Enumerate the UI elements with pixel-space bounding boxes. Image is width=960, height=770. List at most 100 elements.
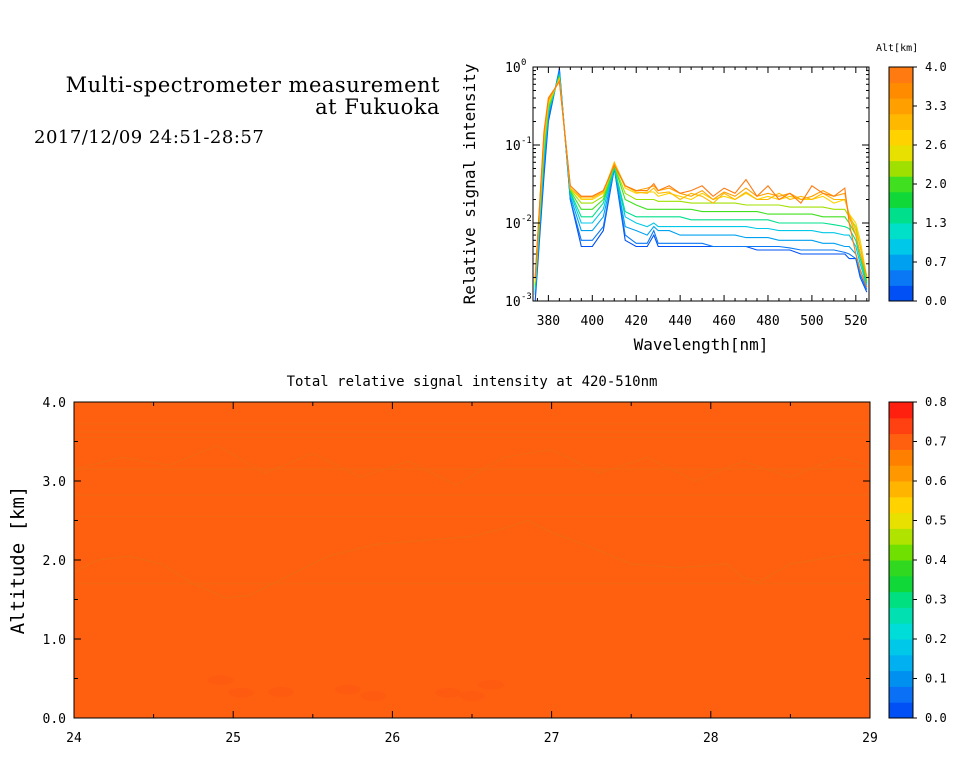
- heatmap-colorbar-cell-5: [889, 623, 913, 640]
- heatmap-colorbar-cell-18: [889, 417, 913, 435]
- spectrum-colorbar-cell-9: [889, 145, 913, 162]
- spectrum-line-5: [534, 76, 868, 286]
- heatmap-patch-4: [360, 690, 387, 701]
- spectrum-ytick-label-1: 10 -2: [505, 214, 532, 232]
- spectrum-colorbar-cell-6: [889, 191, 913, 208]
- spectrum-colorbar-cell-14: [889, 67, 913, 84]
- spectrum-colorbar-cell-3: [889, 238, 913, 255]
- heatmap-colorbar-tick-label-0: 0.8: [925, 395, 947, 409]
- spectrum-ytick-base: 10: [505, 295, 521, 310]
- spectrum-colorbar-cell-1: [889, 269, 913, 286]
- heatmap-ytick-label-4: 4.0: [43, 396, 66, 411]
- heatmap-colorbar-cell-7: [889, 591, 913, 608]
- heatmap-colorbar-cell-12: [889, 512, 913, 529]
- spectrum-xtick-label-2: 420: [624, 314, 647, 329]
- spectrum-xtick-label-3: 440: [668, 314, 691, 329]
- heatmap-colorbar-cell-9: [889, 560, 913, 577]
- spectrum-frame: [532, 66, 870, 302]
- spectrum-colorbar-tick-label-4: 1.3: [925, 216, 947, 230]
- heatmap-contour-lower: [74, 519, 870, 599]
- heatmap-colorbar-cell-4: [889, 639, 913, 656]
- spectrum-xtick-label-5: 480: [756, 314, 779, 329]
- spectrum-ytick-exp: -2: [521, 214, 532, 224]
- heatmap-xtick-label-0: 24: [66, 731, 82, 746]
- heatmap-ytick-label-3: 3.0: [43, 475, 66, 490]
- heatmap-patch-6: [459, 690, 485, 701]
- heatmap-fill: [74, 402, 870, 718]
- heatmap-colorbar-tick-label-2: 0.6: [925, 474, 947, 488]
- spectrum-colorbar-cell-2: [889, 254, 913, 271]
- spectrum-y-axis-label: Relative signal intensity: [460, 63, 479, 304]
- spectrum-xtick-label-1: 400: [581, 314, 604, 329]
- heatmap-patch-0: [207, 675, 234, 686]
- heatmap-title: Total relative signal intensity at 420-5…: [287, 374, 658, 390]
- heatmap-colorbar-cell-2: [889, 670, 913, 687]
- spectrum-colorbar-tick-label-6: 0.0: [925, 294, 947, 308]
- spectrum-xtick-label-7: 520: [844, 314, 867, 329]
- heatmap-colorbar-cell-8: [889, 575, 913, 593]
- spectrum-x-axis-label: Wavelength[nm]: [634, 335, 769, 354]
- spectrum-colorbar-title: Alt[km]: [876, 43, 918, 54]
- heatmap-xtick-label-5: 29: [862, 731, 878, 746]
- spectrum-line-6: [534, 77, 868, 284]
- heatmap-xtick-label-2: 26: [385, 731, 401, 746]
- heatmap-colorbar-cell-17: [889, 433, 913, 450]
- spectrum-xtick-label-4: 460: [712, 314, 735, 329]
- heatmap-colorbar-cell-15: [889, 465, 913, 482]
- heatmap-xtick-label-3: 27: [544, 731, 560, 746]
- spectrum-line-8: [534, 78, 868, 280]
- spectrum-colorbar-cell-10: [889, 129, 913, 146]
- page-subtitle: 2017/12/09 24:51-28:57: [34, 127, 265, 148]
- spectrum-ytick-exp: -1: [521, 136, 532, 146]
- spectrum-colorbar-cell-11: [889, 113, 913, 130]
- spectrum-line-4: [534, 75, 868, 288]
- heatmap-colorbar-tick-label-7: 0.1: [925, 672, 947, 686]
- heatmap-patch-5: [435, 687, 462, 698]
- spectrum-ytick-base: 10: [505, 139, 521, 154]
- spectrum-line-10: [534, 80, 868, 288]
- spectrum-colorbar-cell-8: [889, 160, 913, 177]
- spectrum-line-0: [534, 68, 868, 301]
- spectrum-ytick-label-3: 10 0: [505, 58, 526, 76]
- spectrum-series-group: [534, 68, 868, 301]
- spectrum-colorbar-cell-13: [889, 82, 913, 99]
- heatmap-colorbar-tick-label-4: 0.4: [925, 553, 947, 567]
- heatmap-colorbar-tick-label-5: 0.3: [925, 593, 947, 607]
- spectrum-colorbar-tick-label-3: 2.0: [925, 177, 947, 191]
- heatmap-colorbar-cell-13: [889, 496, 913, 514]
- spectrum-ytick-exp: 0: [521, 58, 526, 68]
- title-line-1: Multi-spectrometer measurement: [65, 73, 440, 97]
- spectrum-line-2: [534, 72, 868, 293]
- heatmap-colorbar-tick-label-3: 0.5: [925, 514, 947, 528]
- spectrum-colorbar-tick-label-2: 2.6: [925, 138, 947, 152]
- spectrum-ytick-exp: -3: [521, 292, 532, 302]
- spectrum-ytick-label-0: 10 -3: [505, 292, 532, 310]
- heatmap-xtick-label-4: 28: [703, 731, 719, 746]
- spectrum-colorbar-cell-12: [889, 98, 913, 115]
- heatmap-y-axis-label: Altitude [km]: [7, 486, 29, 635]
- spectrum-line-7: [534, 77, 868, 282]
- heatmap-patch-3: [334, 684, 361, 695]
- spectrum-colorbar-tick-label-0: 4.0: [925, 60, 947, 74]
- heatmap-colorbar-cell-0: [889, 702, 913, 719]
- heatmap-patch-2: [267, 686, 294, 697]
- spectrum-ytick-label-2: 10 -1: [505, 136, 532, 154]
- spectrum-xtick-label-0: 380: [537, 314, 560, 329]
- spectrum-colorbar-cell-0: [889, 285, 913, 302]
- heatmap-contour-upper: [74, 444, 870, 486]
- heatmap-xtick-label-1: 25: [225, 731, 241, 746]
- spectrum-ytick-base: 10: [505, 61, 521, 76]
- heatmap-colorbar-cell-19: [889, 402, 913, 419]
- spectrum-colorbar-tick-label-5: 0.7: [925, 255, 947, 269]
- spectrum-line-3: [534, 74, 868, 290]
- spectrum-colorbar-tick-label-1: 3.3: [925, 99, 947, 113]
- spectrum-line-1: [534, 70, 868, 295]
- heatmap-colorbar-cell-16: [889, 449, 913, 466]
- page-title: Multi-spectrometer measurement at Fukuok…: [12, 74, 440, 118]
- spectrum-line-9: [534, 79, 868, 278]
- heatmap-colorbar-cell-10: [889, 544, 913, 561]
- spectrum-ytick-base: 10: [505, 217, 521, 232]
- heatmap-colorbar-cell-11: [889, 528, 913, 545]
- heatmap-colorbar-cell-6: [889, 607, 913, 624]
